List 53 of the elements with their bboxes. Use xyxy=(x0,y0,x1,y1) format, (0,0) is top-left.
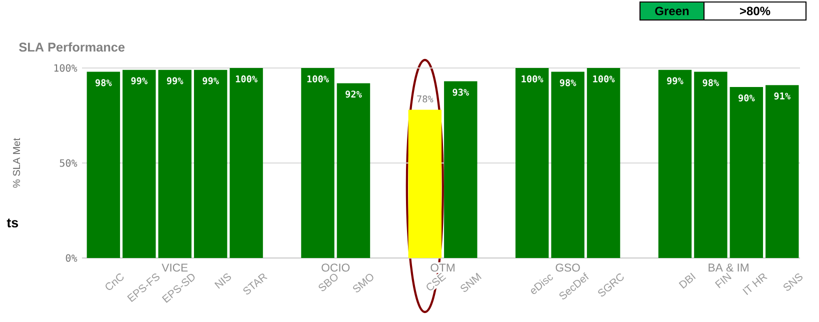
text: VICE xyxy=(162,264,188,272)
x-tick-label: NIS xyxy=(214,273,231,289)
bar xyxy=(730,87,764,258)
bar xyxy=(444,81,478,258)
bar xyxy=(336,83,370,258)
bar xyxy=(158,70,192,258)
data-label: 100% xyxy=(307,75,329,82)
bar xyxy=(766,85,799,258)
bar xyxy=(694,72,728,258)
bar xyxy=(551,72,584,258)
x-tick-label: IT HR xyxy=(742,274,768,296)
y-tick-label: 50% xyxy=(60,159,78,167)
data-label: 91% xyxy=(774,92,790,100)
x-tick-label: DBI xyxy=(678,272,696,289)
bar xyxy=(586,68,620,258)
text: GSO xyxy=(556,264,580,272)
data-label: 100% xyxy=(593,75,615,82)
bar xyxy=(230,68,263,258)
text: BA & IM xyxy=(708,264,748,272)
chart-title: SLA Performance xyxy=(19,42,125,52)
bar xyxy=(86,72,120,258)
x-tick-label: SBO xyxy=(318,274,338,292)
x-tick-label: CSE xyxy=(426,272,446,290)
text: >80% xyxy=(740,6,770,16)
data-label: 99% xyxy=(202,77,219,84)
bar xyxy=(194,70,228,258)
data-label: 100% xyxy=(522,75,544,82)
data-label: 98% xyxy=(702,79,720,86)
data-label: 78% xyxy=(417,95,434,102)
y-tick-label: 0% xyxy=(66,254,78,262)
text: Green xyxy=(655,6,689,16)
bar xyxy=(658,70,692,258)
y-axis-title: % SLA Met xyxy=(12,138,20,188)
x-tick-label: CnC xyxy=(106,274,124,290)
data-label: 92% xyxy=(346,90,362,98)
data-label: 93% xyxy=(452,88,469,96)
bar xyxy=(122,70,156,258)
text: OTM xyxy=(430,264,454,272)
data-label: 99% xyxy=(131,77,148,84)
data-label: 99% xyxy=(667,77,684,84)
data-label: 100% xyxy=(236,75,258,82)
data-label: 99% xyxy=(166,77,184,84)
text: ts xyxy=(6,218,18,228)
bar xyxy=(301,68,334,258)
data-label: 90% xyxy=(738,94,755,102)
y-tick-label: 100% xyxy=(54,64,78,72)
data-label: 98% xyxy=(96,79,112,86)
text: OCIO xyxy=(322,264,350,272)
data-label: 98% xyxy=(560,79,576,86)
bar xyxy=(515,68,549,258)
x-tick-label: FIN xyxy=(714,272,732,288)
bar xyxy=(408,110,442,258)
x-tick-label: SNS xyxy=(784,273,802,291)
